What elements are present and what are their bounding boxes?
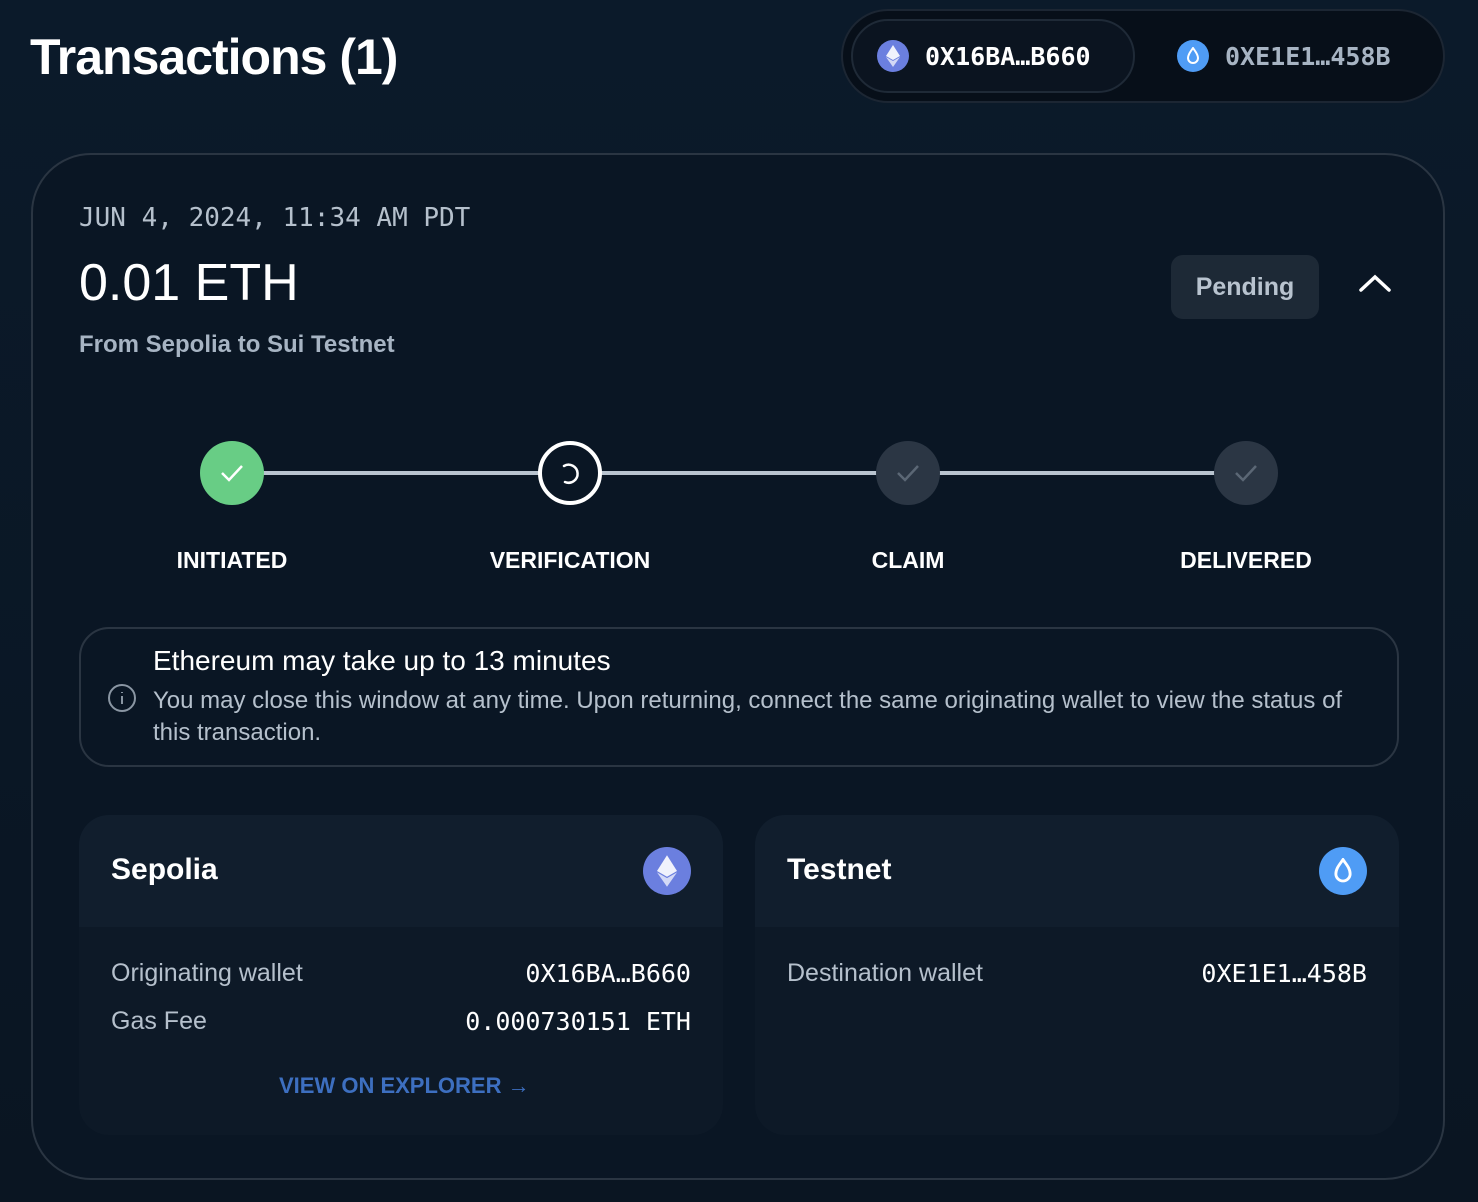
info-notice: Ethereum may take up to 13 minutes You m… [79,627,1399,767]
page-title: Transactions (1) [30,29,398,85]
ethereum-icon [877,40,909,72]
progress-line [601,471,877,475]
gas-fee: 0.000730151 ETH [465,1007,691,1036]
transaction-card: JUN 4, 2024, 11:34 AM PDT 0.01 ETH From … [31,153,1445,1180]
check-icon [1235,465,1257,482]
check-icon [897,465,919,482]
step-label: VERIFICATION [489,547,651,573]
wallet-label: Originating wallet [111,959,303,987]
destination-wallet-address: 0XE1E1…458B [1225,41,1391,71]
destination-wallet-button[interactable]: 0XE1E1…458B [1153,19,1415,93]
source-wallet-button[interactable]: 0X16BA…B660 [851,19,1135,93]
step-initiated [200,441,264,505]
source-chain: Sepolia [111,853,218,886]
step-label: DELIVERED [1180,547,1312,573]
chevron-up-icon[interactable] [1358,273,1392,293]
destination-panel: Testnet Destination wallet 0XE1E1…458B [755,815,1399,1135]
step-delivered [1214,441,1278,505]
destination-chain: Testnet [787,853,892,886]
fee-label: Gas Fee [111,1007,207,1035]
transaction-date: JUN 4, 2024, 11:34 AM PDT [79,203,471,233]
step-claim [876,441,940,505]
wallet-switcher: 0X16BA…B660 0XE1E1…458B [841,9,1445,103]
info-icon [108,684,136,712]
ethereum-icon [643,847,691,895]
transaction-route: From Sepolia to Sui Testnet [79,331,395,358]
step-verification [538,441,602,505]
check-icon [221,465,243,482]
wallet-label: Destination wallet [787,959,983,987]
spinner-icon [562,463,579,484]
status-badge: Pending [1171,255,1319,319]
destination-wallet: 0XE1E1…458B [1201,959,1367,988]
source-panel: Sepolia Originating wallet 0X16BA…B660 Ga… [79,815,723,1135]
progress-line [939,471,1215,475]
sui-icon [1319,847,1367,895]
view-on-explorer-link[interactable]: VIEW ON EXPLORER → [279,1073,530,1098]
step-label: CLAIM [871,547,945,573]
sui-icon [1177,40,1209,72]
source-wallet-address: 0X16BA…B660 [925,41,1091,71]
originating-wallet: 0X16BA…B660 [525,959,691,988]
notice-body: You may close this window at any time. U… [153,687,1343,746]
step-label: INITIATED [176,547,288,573]
notice-title: Ethereum may take up to 13 minutes [153,645,611,676]
transaction-amount: 0.01 ETH [79,254,299,312]
progress-line [263,471,539,475]
